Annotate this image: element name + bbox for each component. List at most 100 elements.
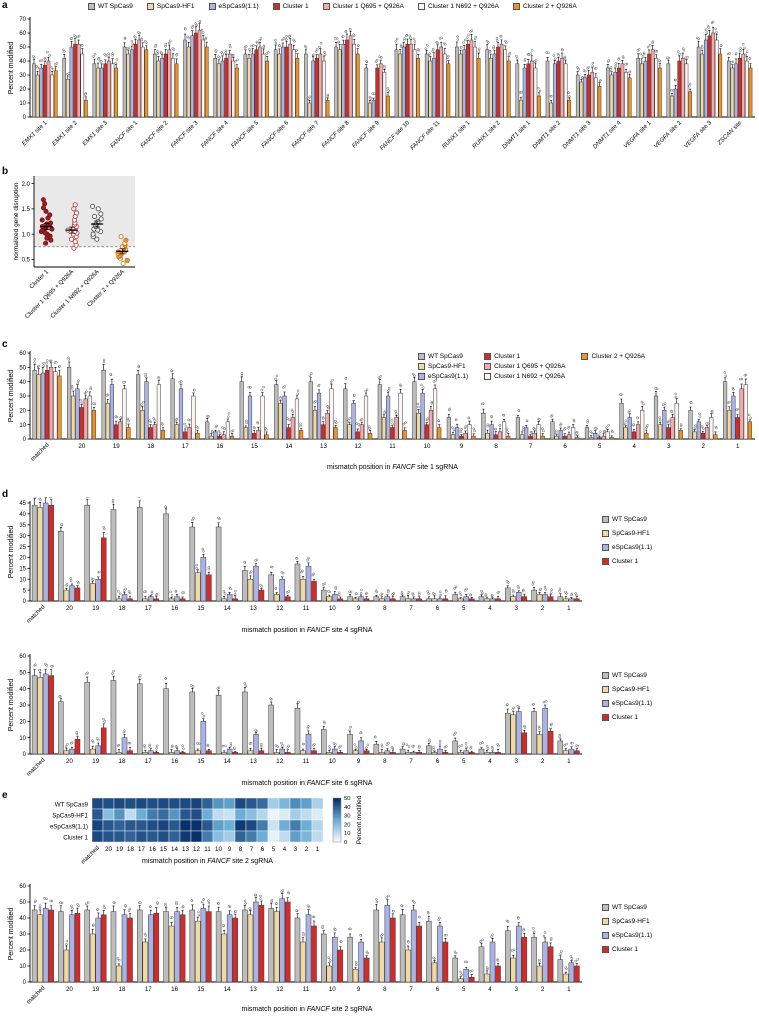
svg-text:10: 10 [19,423,26,429]
legend-label: WT SpCas9 [612,904,647,911]
svg-text:FANCF site 7: FANCF site 7 [291,120,321,150]
legend-item-wt-spcas9: WT SpCas9 [418,353,468,360]
svg-text:40: 40 [19,380,26,386]
legend-label: Cluster 1 N692 + Q926A [428,3,499,10]
xaxis-label-suffix: site 6 sgRNA [329,780,373,787]
svg-text:15: 15 [197,758,204,765]
svg-text:17: 17 [145,758,152,765]
panel-label-d: d [2,489,9,500]
svg-text:2.0: 2.0 [22,182,31,188]
legend-item-espcas9: eSpCas9(1.1) [418,373,468,380]
svg-text:EMX1 site 3: EMX1 site 3 [82,120,110,148]
svg-text:30: 30 [19,534,26,540]
legend-swatch-cluster1 [602,558,609,565]
legend-column-2: Cluster 1 Cluster 1 Q695 + Q926A Cluster… [484,353,565,380]
legend-swatch-cluster2 [581,353,589,360]
legend-label: SpCas9-HF1 [428,363,466,370]
svg-text:0: 0 [23,115,27,121]
legend-item-wt-spcas9: WT SpCas9 [602,904,652,911]
svg-text:4: 4 [632,443,636,450]
legend-label: Cluster 1 [612,946,639,953]
svg-text:25: 25 [19,545,26,551]
xaxis-label-prefix: mismatch position in [241,627,307,634]
svg-text:16: 16 [149,846,156,853]
legend-swatch-cluster2 [513,3,520,10]
svg-text:11: 11 [303,986,310,993]
legend-item-cluster2: Cluster 2 + Q926A [513,3,577,10]
svg-text:EMX1 site 2: EMX1 site 2 [52,120,80,148]
svg-text:FANCF site 10: FANCF site 10 [379,120,411,152]
svg-text:10: 10 [19,101,26,107]
svg-text:matched: matched [26,985,47,1004]
svg-text:19: 19 [116,846,123,853]
legend-item-espcas9: eSpCas9(1.1) [602,932,652,939]
panel-d-site6-bar-chart: 0 10 20 30 40 50 60 Percent modified matched 20 19… [0,650,590,781]
legend-swatch-cluster1-n692 [484,373,492,380]
panel-d-site4-bar-chart: 0 5 10 15 20 25 30 35 40 45 Percent modified matche… [0,492,590,628]
svg-text:2: 2 [541,758,545,765]
svg-text:60: 60 [19,654,26,660]
xaxis-label-gene: FANCF [306,780,330,787]
xaxis-label-suffix: site 1 sgRNA [415,464,458,471]
legend-label: Cluster 1 [494,353,521,360]
legend-panel-d1: WT SpCas9 SpCas9-HF1 eSpCas9(1.1) Cluste… [602,516,652,565]
panel-label-c: c [2,339,8,350]
legend-label: WT SpCas9 [612,516,647,523]
svg-text:14: 14 [285,443,292,450]
svg-text:7: 7 [409,605,413,612]
legend-label: Cluster 1 [612,714,639,721]
svg-text:11: 11 [204,846,211,853]
legend-label: SpCas9-HF1 [612,686,650,693]
legend-item-cluster1: Cluster 1 [602,558,652,565]
svg-text:40: 40 [19,916,26,922]
svg-text:16: 16 [171,605,178,612]
svg-text:10: 10 [329,605,336,612]
legend-item-spcas9-hf1: SpCas9-HF1 [602,686,652,693]
legend-label: eSpCas9(1.1) [218,3,259,10]
svg-text:3: 3 [515,758,519,765]
legend-swatch-spcas9-hf1 [602,530,609,537]
svg-text:19: 19 [92,986,99,993]
panel-e-heatmap: WT SpCas9 SpCas9-HF1 eSpCas9(1.1) Cluster 1… [30,795,430,896]
svg-text:3: 3 [294,846,298,853]
svg-text:5: 5 [23,588,27,594]
legend-item-spcas9-hf1: SpCas9-HF1 [602,530,652,537]
svg-text:15: 15 [197,605,204,612]
svg-text:19: 19 [113,443,120,450]
svg-text:18: 18 [127,846,134,853]
svg-text:7: 7 [250,846,254,853]
svg-text:14: 14 [224,986,231,993]
svg-text:matched: matched [30,442,51,463]
svg-text:VEGFA site 1: VEGFA site 1 [623,120,653,150]
svg-text:FANCF site 11: FANCF site 11 [410,120,442,152]
svg-text:4: 4 [488,986,492,993]
svg-text:Percent modified: Percent modified [8,679,15,732]
svg-text:0.5: 0.5 [22,258,31,264]
legend-swatch-cluster1 [602,946,609,953]
svg-text:FANCF site 2: FANCF site 2 [140,120,170,150]
svg-text:FANCF site 3: FANCF site 3 [170,120,200,150]
svg-text:30: 30 [19,932,26,938]
svg-text:35: 35 [19,523,26,529]
legend-swatch-cluster1-n692 [418,3,425,10]
svg-text:Percent modified: Percent modified [356,796,363,844]
svg-text:1: 1 [567,758,571,765]
panel-c-bar-chart: 0 10 20 30 40 50 60 Percent modified matched 20 19… [0,347,759,468]
svg-text:40: 40 [19,687,26,693]
svg-text:1: 1 [567,605,571,612]
svg-text:30: 30 [19,703,26,709]
svg-text:13: 13 [250,758,257,765]
legend-label: SpCas9-HF1 [156,3,195,10]
svg-text:8: 8 [383,605,387,612]
svg-text:4: 4 [488,758,492,765]
svg-text:6: 6 [436,605,440,612]
legend-swatch-espcas9 [602,700,609,707]
svg-text:1.5: 1.5 [22,207,31,213]
svg-text:12: 12 [276,758,283,765]
svg-text:8: 8 [239,846,243,853]
svg-text:ZSCAN site: ZSCAN site [716,120,744,148]
svg-text:9: 9 [357,605,361,612]
svg-text:VEGFA site 3: VEGFA site 3 [683,120,713,150]
xaxis-label-gene: FANCF [306,627,330,634]
